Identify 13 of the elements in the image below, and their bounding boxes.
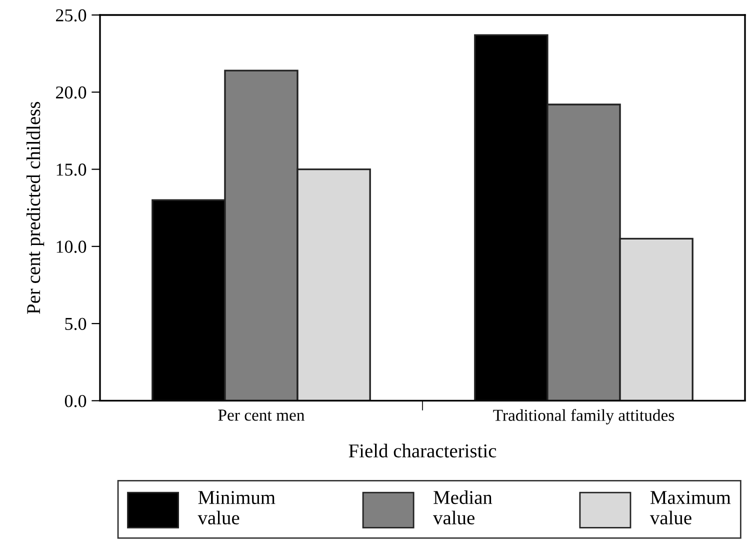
legend-label: Maximum value: [650, 491, 731, 524]
legend-label: Median value: [433, 490, 492, 524]
legend-label: Minimum value: [198, 491, 276, 524]
y-tick-label: 0.0: [64, 394, 86, 408]
y-tick-label: 20.0: [56, 86, 86, 99]
y-tick-label: 15.0: [56, 164, 86, 176]
y-tick-label: 5.0: [65, 318, 86, 330]
x-tick-label: Traditional family attitudes: [493, 409, 674, 424]
x-axis-title: Field characteristic: [348, 444, 496, 458]
y-axis-title: Per cent predicted childless: [26, 102, 44, 314]
x-tick-label: Per cent men: [218, 410, 304, 421]
y-tick-label: 25.0: [56, 9, 86, 22]
y-tick-label: 10.0: [56, 240, 86, 253]
